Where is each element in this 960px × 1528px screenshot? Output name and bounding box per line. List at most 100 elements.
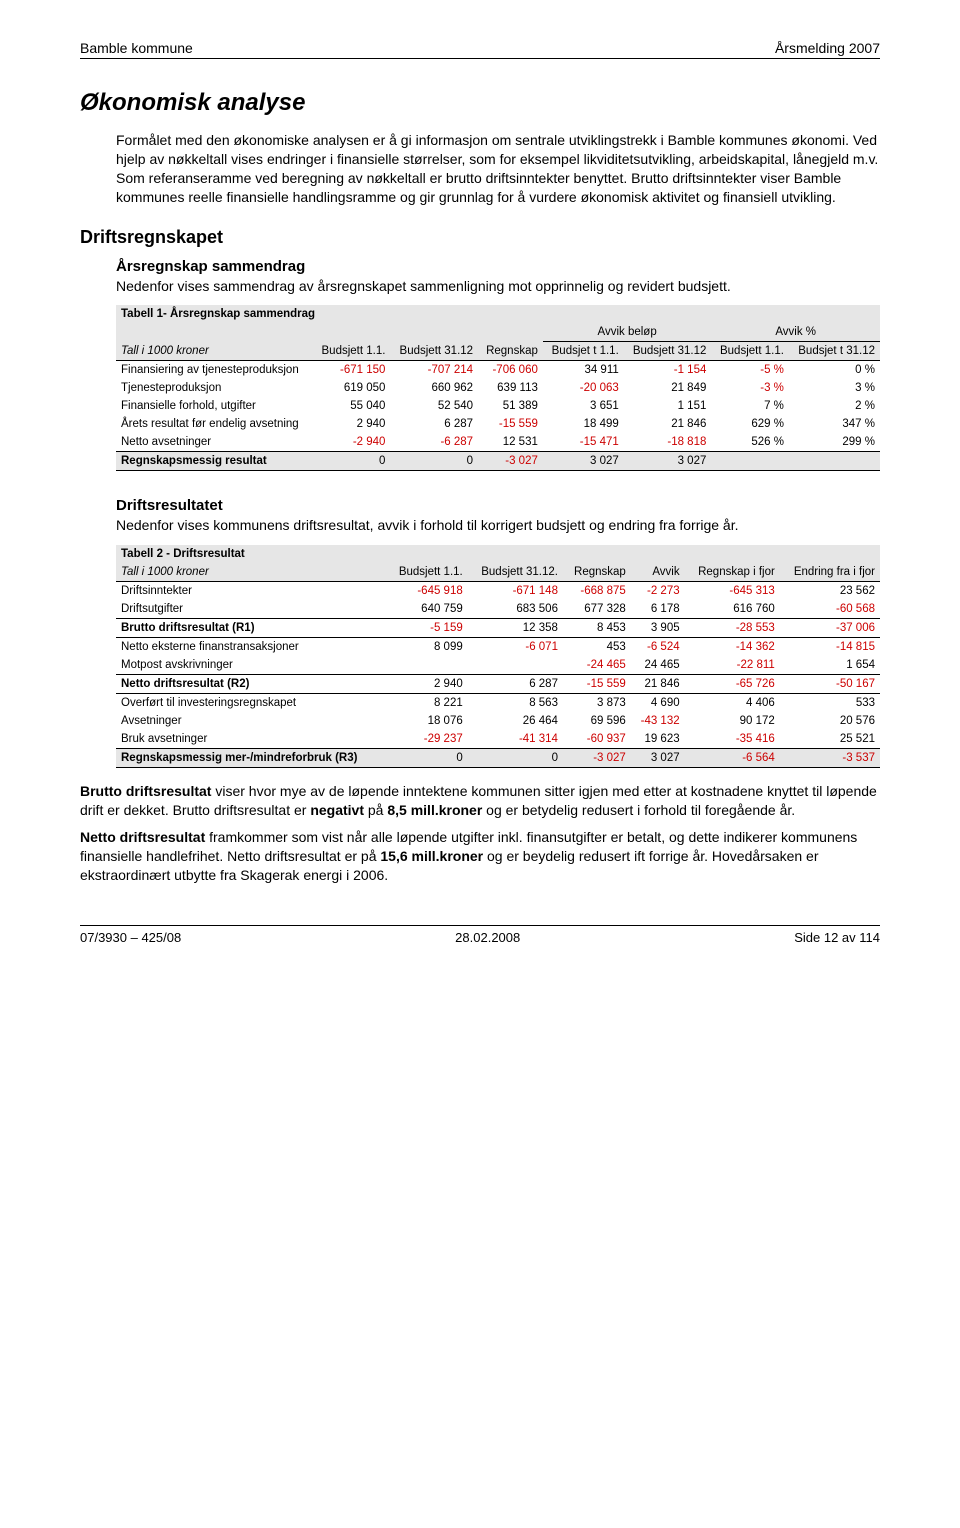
col-header: Budsjett 1.1. [711,342,789,361]
section-heading: Driftsregnskapet [80,227,880,248]
table-cell: 0 % [789,361,880,380]
row-label: Regnskapsmessig mer-/mindreforbruk (R3) [116,749,387,768]
table-cell: 619 050 [313,379,391,397]
table-cell: 21 849 [624,379,712,397]
table-cell: -41 314 [468,730,563,749]
row-label: Avsetninger [116,712,387,730]
table-cell: -35 416 [685,730,780,749]
table-arsregnskap: Tabell 1- Årsregnskap sammendrag Avvik b… [116,305,880,471]
table-cell: 660 962 [390,379,478,397]
table-cell: 616 760 [685,600,780,619]
table-row: Bruk avsetninger-29 237-41 314-60 93719 … [116,730,880,749]
table-cell: -3 027 [563,749,631,768]
table-cell: 3 027 [624,452,712,471]
table-cell: 8 099 [387,638,468,657]
table-cell: 0 [313,452,391,471]
table-cell: 640 759 [387,600,468,619]
col-header: Regnskap i fjor [685,563,780,582]
table-cell: -668 875 [563,582,631,601]
table-cell: 3 651 [543,397,624,415]
table-cell: 0 [468,749,563,768]
subsection-heading: Driftsresultatet [116,497,880,514]
table-cell: -15 559 [478,415,543,433]
table-row: Motpost avskrivninger-24 46524 465-22 81… [116,656,880,675]
table-cell: 18 499 [543,415,624,433]
table-cell: 6 178 [631,600,685,619]
table-row: Regnskapsmessig mer-/mindreforbruk (R3)0… [116,749,880,768]
table-row: Overført til investeringsregnskapet8 221… [116,694,880,713]
table-cell: 0 [390,452,478,471]
table-row: Tjenesteproduksjon619 050660 962639 113 -… [116,379,880,397]
table-row: Driftsutgifter640 759683 506677 3286 178… [116,600,880,619]
table-cell: 533 [780,694,880,713]
table-cell: 52 540 [390,397,478,415]
table-cell: 299 % [789,433,880,452]
row-header-label: Tall i 1000 kroner [116,563,387,582]
row-label: Finansiering av tjenesteproduksjon [116,361,313,380]
table-cell: 3 027 [543,452,624,471]
col-header: Endring fra i fjor [780,563,880,582]
footer-mid: 28.02.2008 [455,930,520,945]
table-cell: 639 113 [478,379,543,397]
table-cell: 20 576 [780,712,880,730]
table-cell: 3 027 [631,749,685,768]
table-cell: 677 328 [563,600,631,619]
row-label: Motpost avskrivninger [116,656,387,675]
table-cell: -1 154 [624,361,712,380]
table-cell: 1 654 [780,656,880,675]
header-right: Årsmelding 2007 [775,40,880,56]
col-header: Budsjett 1.1. [313,342,391,361]
row-label: Driftsutgifter [116,600,387,619]
table-cell: -65 726 [685,675,780,694]
col-header: Budsjett 31.12 [624,342,712,361]
table-cell: -43 132 [631,712,685,730]
table-cell: -3 % [711,379,789,397]
col-header: Budsjett 1.1. [387,563,468,582]
subsection-heading: Årsregnskap sammendrag [116,258,880,275]
table-cell: 8 453 [563,619,631,638]
table-title: Tabell 2 - Driftsresultat [116,545,880,563]
table-row: Netto avsetninger-2 940-6 28712 531-15 4… [116,433,880,452]
table-cell: 0 [387,749,468,768]
row-label: Tjenesteproduksjon [116,379,313,397]
row-label: Brutto driftsresultat (R1) [116,619,387,638]
row-label: Finansielle forhold, utgifter [116,397,313,415]
bold-term: 15,6 mill.kroner [380,848,483,864]
table-cell: 2 940 [313,415,391,433]
table-cell: 7 % [711,397,789,415]
table-cell: 25 521 [780,730,880,749]
table-cell: 3 % [789,379,880,397]
body-paragraph: Netto driftsresultat framkommer som vist… [80,828,880,885]
intro-text: Formålet med den økonomiske analysen er … [116,131,880,207]
col-group: Avvik % [711,323,880,342]
table-cell: -6 524 [631,638,685,657]
table-cell: -22 811 [685,656,780,675]
table-cell: 453 [563,638,631,657]
table-cell: 26 464 [468,712,563,730]
table-cell: 55 040 [313,397,391,415]
row-header-label: Tall i 1000 kroner [116,342,313,361]
table-cell: 2 940 [387,675,468,694]
table-driftsresultat: Tabell 2 - Driftsresultat Tall i 1000 kr… [116,545,880,768]
table-cell: 526 % [711,433,789,452]
table-cell: 18 076 [387,712,468,730]
table-row: Finansiering av tjenesteproduksjon-671 1… [116,361,880,380]
row-label: Netto driftsresultat (R2) [116,675,387,694]
row-label: Årets resultat før endelig avsetning [116,415,313,433]
table-cell: -28 553 [685,619,780,638]
page-header: Bamble kommune Årsmelding 2007 [80,40,880,59]
table-row: Finansielle forhold, utgifter55 04052 54… [116,397,880,415]
table-cell: 34 911 [543,361,624,380]
subsection-text: Nedenfor vises kommunens driftsresultat,… [116,516,880,535]
col-header: Regnskap [563,563,631,582]
row-label: Netto avsetninger [116,433,313,452]
table-cell [711,452,789,471]
table-cell [789,452,880,471]
table-row: Avsetninger18 07626 46469 596-43 13290 1… [116,712,880,730]
table-cell: 21 846 [624,415,712,433]
page-title: Økonomisk analyse [80,89,880,117]
table-cell: -5 % [711,361,789,380]
row-label: Netto eksterne finanstransaksjoner [116,638,387,657]
table-cell: 347 % [789,415,880,433]
row-label: Driftsinntekter [116,582,387,601]
